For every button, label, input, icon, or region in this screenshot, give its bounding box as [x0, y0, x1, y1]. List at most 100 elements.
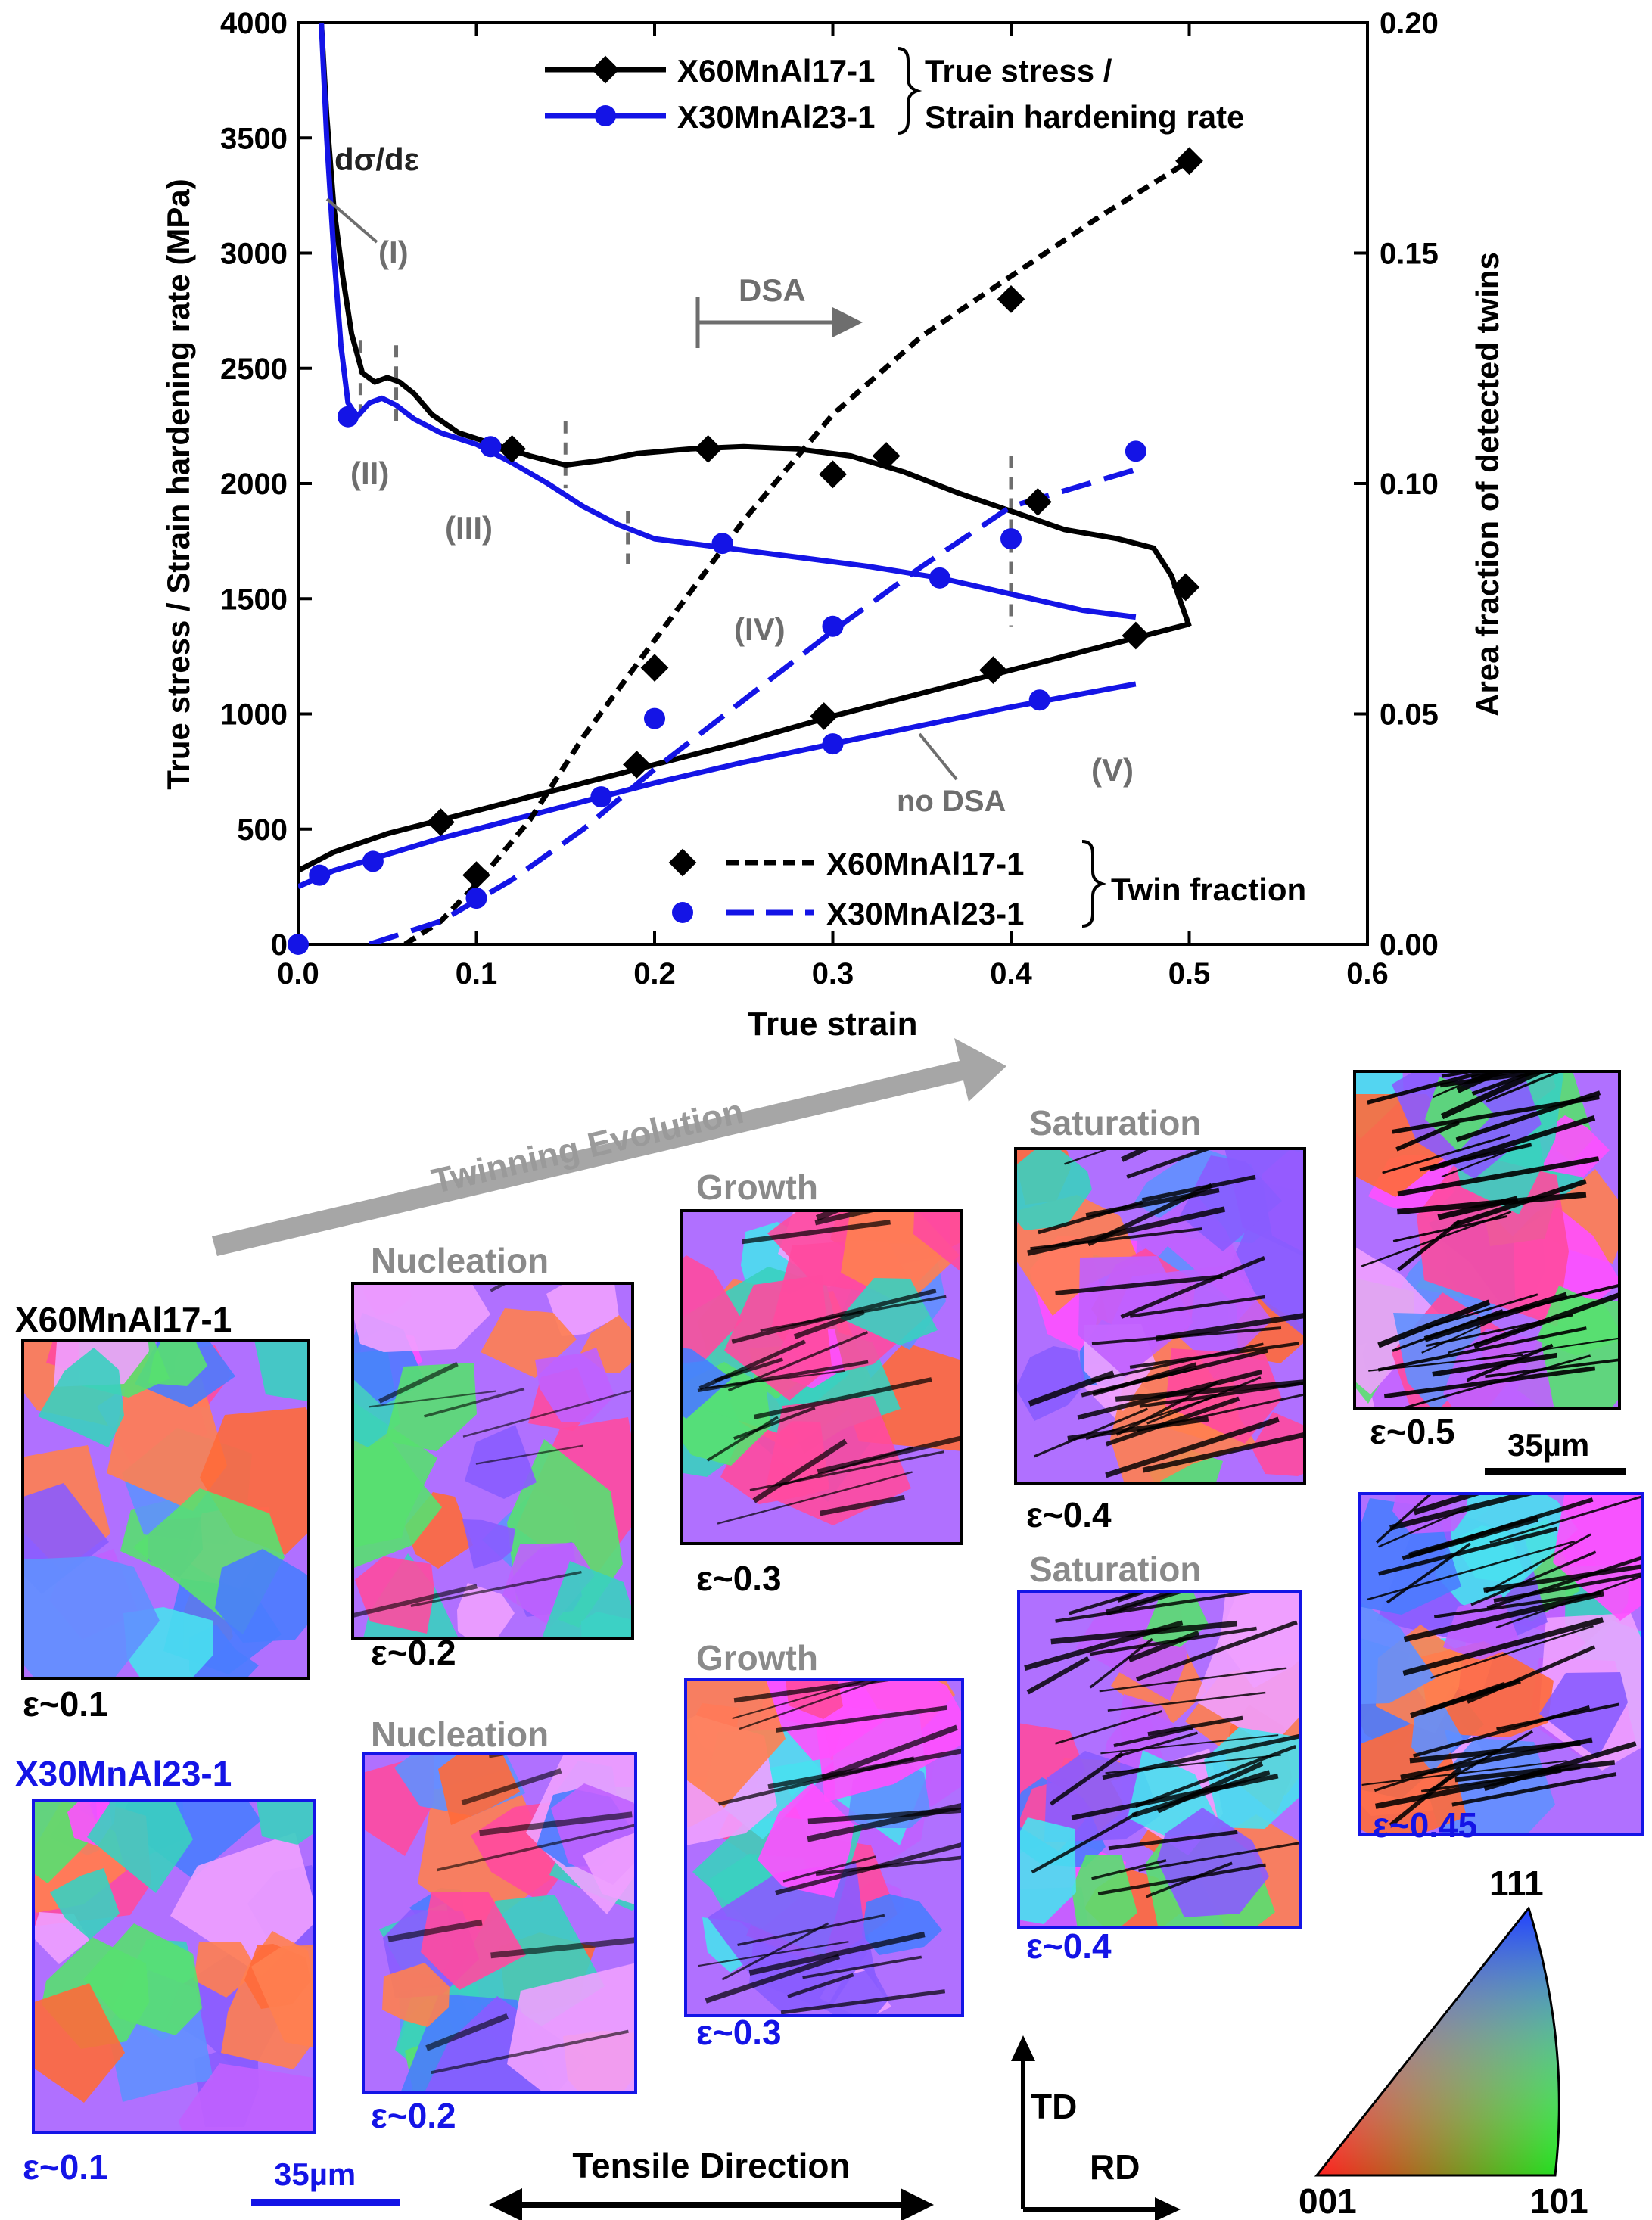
y2-tick-label: 0.20: [1380, 7, 1439, 40]
ebsd-twin-line: [1105, 1416, 1280, 1478]
ebsd-grain: [87, 1801, 193, 1893]
x60-nucleation-label: Nucleation: [371, 1241, 549, 1280]
ebsd-twin-line: [1108, 1830, 1238, 1851]
ebsd-map-frame: [1353, 1070, 1621, 1410]
ebsd-grain: [1411, 1704, 1463, 1772]
ebsd-twin-line: [1026, 1656, 1090, 1695]
y-tick-label: 2000: [220, 468, 288, 501]
ebsd-twin-line: [387, 1919, 483, 1942]
ebsd-twin-line: [1128, 1630, 1200, 1662]
data-marker-circle: [1125, 440, 1146, 462]
ebsd-map-frame: [684, 1678, 964, 2017]
ebsd-grain: [251, 1945, 315, 2048]
ebsd-twin-line: [1100, 1734, 1279, 1755]
annotation-stage-2: (II): [350, 456, 389, 491]
ebsd-grain: [50, 1868, 120, 1939]
x30-saturation-label: Saturation: [1029, 1550, 1201, 1589]
ebsd-twin-line: [1049, 1752, 1125, 1806]
y2-tick-label: 0.15: [1380, 238, 1439, 271]
ebsd-map-frame: [1014, 1147, 1306, 1485]
ebsd-twin-line: [1430, 1625, 1594, 1679]
ebsd-twin-line: [1092, 1362, 1197, 1397]
ebsd-grain: [1425, 1077, 1494, 1152]
ebsd-map-frame: [1358, 1492, 1644, 1836]
ebsd-grain: [179, 2063, 315, 2132]
y-tick-label: 500: [237, 813, 288, 847]
ebsd-twin-line: [1402, 1497, 1594, 1561]
legend-bottom-x60-label: X60MnAl17-1: [826, 846, 1024, 881]
legend-top-brace-label-1: True stress /: [925, 53, 1112, 89]
ebsd-twin-line: [733, 1406, 816, 1441]
ebsd-map-content: [1016, 1149, 1305, 1483]
data-marker-diamond: [640, 654, 669, 682]
data-marker-diamond: [819, 460, 847, 489]
ebsd-map-content: [33, 1801, 315, 2132]
ebsd-twin-line: [782, 1855, 876, 1883]
ebsd-twin-line: [705, 1954, 841, 2004]
ipf-triangle-outline: [1314, 1905, 1560, 2177]
ebsd-twin-line: [1142, 1432, 1305, 1473]
rd-label: RD: [1090, 2147, 1140, 2187]
ebsd-twin-line: [1121, 1149, 1153, 1162]
ebsd-twin-line: [1146, 1861, 1233, 1898]
x-tick-label: 0.4: [990, 957, 1032, 990]
ebsd-twin-line: [819, 1494, 905, 1516]
y2-axis-label: Area fraction of detected twins: [1470, 252, 1505, 717]
ebsd-twin-line: [1146, 1376, 1262, 1425]
ebsd-map-frame: [351, 1282, 634, 1640]
y2-tick-label: 0.05: [1380, 698, 1439, 732]
data-marker-diamond: [1122, 621, 1150, 650]
ebsd-grain: [438, 1754, 520, 1825]
data-marker-diamond: [1171, 573, 1200, 602]
ebsd-grain: [507, 1963, 636, 2093]
ebsd-twin-line: [1055, 1274, 1223, 1295]
ebsd-grain: [38, 1348, 124, 1447]
data-marker-circle: [288, 934, 309, 955]
ebsd-twin-line: [1476, 1337, 1619, 1360]
ebsd-twin-line: [1451, 1772, 1617, 1807]
ebsd-twin-line: [1135, 1620, 1298, 1682]
ebsd-twin-line: [1473, 1292, 1619, 1349]
data-marker-circle: [480, 436, 502, 458]
annotation-stage-3: (III): [445, 510, 493, 546]
ebsd-twin-line: [1383, 1366, 1596, 1399]
ebsd-grain: [457, 1583, 515, 1639]
ebsd-twin-line: [814, 1211, 880, 1226]
data-marker-circle: [711, 533, 733, 555]
ebsd-grain: [107, 1370, 227, 1511]
ebsd-twin-line: [1107, 1691, 1266, 1712]
ebsd-twin-line: [1389, 1494, 1538, 1531]
x60-growth-label: Growth: [696, 1168, 818, 1207]
legend-bottom-brace: [1081, 840, 1107, 928]
data-marker-diamond: [623, 751, 651, 779]
ebsd-twin-line: [1413, 1494, 1485, 1516]
legend-top-brace: [897, 47, 922, 135]
ebsd-map-content: [1355, 1071, 1619, 1409]
ebsd-twin-line: [1395, 1120, 1461, 1152]
x-tick-label: 0.3: [812, 957, 854, 990]
no-dsa-pointer: [918, 732, 958, 781]
ebsd-grain: [681, 1255, 742, 1363]
ebsd-twin-line: [1423, 1292, 1568, 1342]
ebsd-twin-line: [815, 1855, 963, 1876]
ebsd-twin-line: [1091, 1859, 1167, 1880]
ebsd-twin-line: [1440, 1071, 1548, 1120]
ebsd-map: [684, 1678, 964, 2017]
annotation-no-dsa: no DSA: [897, 785, 1006, 818]
ebsd-map-content: [353, 1283, 633, 1639]
ebsd-twin-line: [1489, 1495, 1642, 1544]
ebsd-twin-line: [1367, 1071, 1494, 1105]
ebsd-grain: [462, 1519, 515, 1569]
ebsd-twin-line: [490, 1937, 636, 1959]
x60-strain-label-2: ε~0.2: [371, 1633, 456, 1672]
ebsd-twin-line: [1105, 1754, 1281, 1774]
ebsd-twin-line: [1375, 1494, 1433, 1544]
ebsd-twin-line: [1116, 1731, 1198, 1758]
scale-bar-label-blue: 35µm: [274, 2156, 356, 2192]
ebsd-twin-line: [1147, 1715, 1243, 1737]
ebsd-twin-line: [1105, 1592, 1187, 1616]
ebsd-map-content: [363, 1754, 636, 2093]
ipf-color-key: 111 001 101: [1299, 1864, 1588, 2220]
ebsd-twin-line: [749, 1450, 945, 1491]
ebsd-twin-line: [1156, 1761, 1264, 1814]
